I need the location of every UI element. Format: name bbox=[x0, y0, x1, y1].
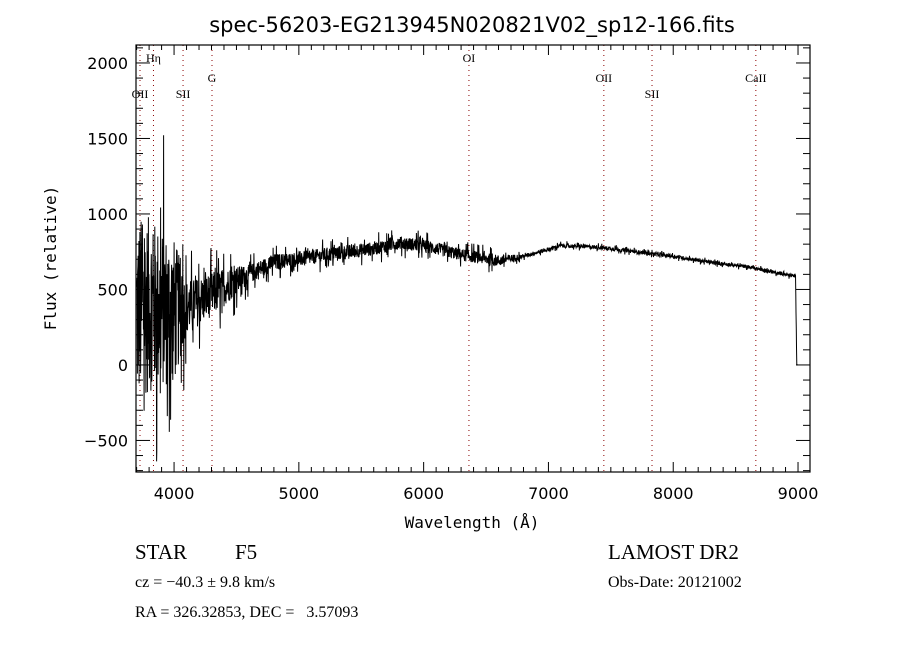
spectral-line-label: OII bbox=[596, 71, 613, 85]
x-tick-label: 6000 bbox=[403, 484, 444, 503]
x-tick-label: 4000 bbox=[154, 484, 195, 503]
y-tick-label: 1500 bbox=[87, 129, 128, 148]
plot-frame bbox=[135, 44, 811, 473]
chart-title: spec-56203-EG213945N020821V02_sp12-166.f… bbox=[209, 13, 735, 38]
obs-date: Obs-Date: 20121002 bbox=[608, 574, 742, 591]
survey-name: LAMOST DR2 bbox=[608, 540, 739, 564]
x-tick-label: 5000 bbox=[278, 484, 319, 503]
spectrum-line bbox=[136, 135, 798, 462]
spectral-line-label: SII bbox=[645, 87, 660, 101]
subclass: F5 bbox=[235, 540, 258, 564]
axis-ticks: 4000 5000 6000 7000 8000 9000 −500 0 500 1000 1500… bbox=[84, 45, 818, 503]
redshift-velocity: cz = −40.3 ± 9.8 km/s bbox=[135, 574, 276, 591]
x-axis-label: Wavelength (Å) bbox=[405, 513, 540, 532]
coordinates: RA = 326.32853, DEC = 3.57093 bbox=[135, 604, 359, 621]
x-tick-label: 7000 bbox=[528, 484, 569, 503]
y-tick-label: 1000 bbox=[87, 205, 128, 224]
y-tick-label: 2000 bbox=[87, 54, 128, 73]
y-tick-label: −500 bbox=[84, 431, 128, 450]
spectral-line-label: G bbox=[208, 71, 217, 85]
spectral-line-label: SII bbox=[176, 87, 191, 101]
y-axis-label: Flux (relative) bbox=[41, 186, 60, 331]
y-tick-label: 0 bbox=[118, 356, 128, 375]
spectral-line-markers: OII Hη SII G OI OII SII CaII bbox=[132, 45, 767, 472]
y-tick-label: 500 bbox=[97, 280, 128, 299]
spectral-line-label: OII bbox=[132, 87, 149, 101]
spectral-line-label: Hη bbox=[146, 51, 161, 65]
x-tick-label: 9000 bbox=[778, 484, 819, 503]
x-tick-label: 8000 bbox=[653, 484, 694, 503]
object-class: STAR bbox=[135, 540, 187, 564]
spectral-line-label: CaII bbox=[745, 71, 766, 85]
spectral-line-label: OI bbox=[463, 51, 476, 65]
